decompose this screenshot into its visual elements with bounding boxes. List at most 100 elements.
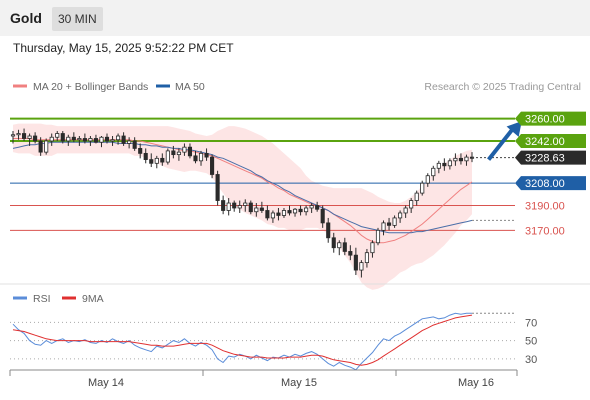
candle-body	[259, 207, 264, 211]
candle-body	[198, 152, 204, 162]
last-price-tag	[515, 150, 586, 165]
ma50-line	[12, 141, 473, 234]
candle-body	[49, 136, 54, 142]
copyright-label: Research © 2025 Trading Central	[424, 81, 581, 93]
candle-body	[182, 146, 187, 153]
candle-body	[464, 156, 469, 162]
x-axis-label-may-16: May 16	[458, 377, 494, 389]
ma20-legend-label: MA 20 + Bollinger Bands	[33, 81, 148, 93]
candle-body	[326, 222, 331, 239]
candle-body	[392, 217, 397, 226]
candle-body	[442, 162, 447, 167]
candle-body	[221, 200, 226, 211]
candle-body	[232, 202, 237, 209]
rsi-line	[12, 312, 472, 371]
candle-body	[364, 252, 369, 264]
candle-body	[342, 242, 347, 252]
candle-body	[287, 210, 292, 214]
candle-body	[265, 210, 270, 219]
candle-body	[348, 251, 353, 256]
main-plot: 3260.00 3242.00 3208.00 3190.00 3170.00 3228.…	[10, 111, 586, 290]
candle-body	[458, 157, 463, 162]
candle-body	[160, 157, 165, 163]
candle-body	[110, 139, 115, 142]
rsi-legend-label: RSI	[33, 293, 51, 305]
candle-body	[204, 152, 209, 158]
candle-body	[409, 200, 414, 209]
rsi-plot: 70 50 30	[10, 312, 537, 371]
candle-body	[359, 262, 364, 271]
candle-body	[403, 207, 408, 214]
candle-body	[309, 205, 314, 209]
candle-body	[82, 138, 87, 142]
candle-body	[431, 167, 436, 177]
candle-body	[248, 202, 253, 213]
rsi-tick-30: 30	[525, 354, 537, 366]
x-axis-labels: May 14 May 15 May 16	[9, 370, 518, 389]
candle-body	[254, 207, 259, 213]
candle-body	[77, 138, 82, 141]
level-tag-3260.00	[515, 111, 586, 126]
candle-body	[99, 136, 104, 143]
candle-body	[104, 136, 110, 142]
candle-body	[226, 202, 231, 211]
candle-body	[304, 207, 309, 213]
timeframe-badge[interactable]: 30 MIN	[52, 7, 103, 31]
header-bar: Gold 30 MIN	[0, 0, 590, 36]
candle-body	[243, 202, 248, 206]
candle-body	[55, 133, 60, 138]
candle-body	[149, 159, 154, 164]
candle-body	[44, 140, 49, 153]
candle-body	[143, 152, 148, 160]
candle-body	[447, 160, 452, 167]
candle-body	[398, 212, 403, 219]
candle-body	[138, 148, 143, 154]
x-axis-label-may-15: May 15	[281, 377, 317, 389]
candle-body	[215, 174, 220, 201]
candle-body	[210, 156, 215, 175]
candle-body	[66, 136, 71, 142]
candle-body	[165, 150, 170, 163]
candle-body	[116, 135, 121, 141]
candle-body	[27, 135, 32, 139]
candle-body	[60, 133, 65, 142]
candle-body	[353, 254, 358, 271]
candle-body	[270, 212, 275, 219]
candle-body	[187, 146, 193, 157]
rsi-tick-50: 50	[525, 336, 537, 348]
candle-body	[22, 133, 27, 139]
rsi-ma-line	[12, 314, 473, 366]
candle-body	[337, 242, 342, 249]
candle-body	[93, 138, 99, 143]
candle-body	[453, 157, 458, 162]
level-label-3260.00: 3260.00	[525, 114, 565, 126]
candle-body	[193, 155, 198, 162]
candle-body	[71, 136, 76, 141]
candle-body	[127, 140, 132, 144]
candle-body	[281, 210, 287, 216]
candle-body	[33, 135, 38, 142]
candle-body	[320, 208, 325, 224]
candle-body	[425, 175, 430, 184]
candle-body	[375, 229, 381, 244]
candle-body	[381, 222, 386, 231]
candle-body	[38, 140, 43, 153]
candle-body	[88, 138, 93, 142]
level-tag-3242.00	[515, 133, 586, 148]
candle-body	[132, 140, 137, 149]
level-label-3170.00: 3170.00	[525, 225, 565, 237]
candle-body	[121, 135, 126, 144]
ma50-legend-label: MA 50	[175, 81, 205, 93]
candle-body	[386, 222, 392, 226]
level-tag-3208.00	[515, 176, 586, 191]
level-label-3242.00: 3242.00	[525, 136, 565, 148]
rsi-tick-70: 70	[525, 317, 537, 329]
candle-body	[298, 208, 303, 213]
last-price-label: 3228.63	[525, 153, 565, 165]
level-label-3208.00: 3208.00	[525, 178, 565, 190]
candle-body	[331, 237, 336, 249]
candle-body	[315, 205, 320, 210]
candle-body	[414, 192, 419, 201]
candle-body	[420, 182, 425, 194]
instrument-title: Gold	[10, 10, 42, 26]
